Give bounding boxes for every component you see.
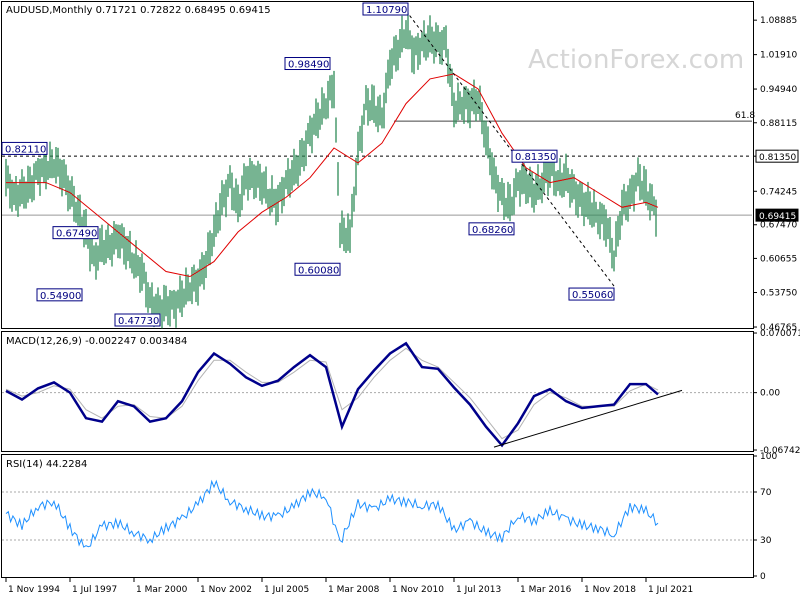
resistance-tag	[755, 149, 799, 163]
x-tick-label: 1 Mar 2000	[136, 585, 188, 595]
rsi-y-tick-label: 30	[760, 536, 772, 546]
annotation-box	[362, 2, 409, 16]
macd-signal-line	[5, 347, 659, 440]
annotation-box	[284, 57, 331, 71]
x-tick-label: 1 Nov 2010	[392, 585, 444, 595]
x-tick-label: 1 Mar 2008	[328, 585, 380, 595]
macd-trendline	[493, 389, 683, 448]
x-tick-label: 1 Jul 2013	[456, 585, 501, 595]
price-y-tick-label: 0.88115	[760, 119, 797, 129]
price-panel	[1, 1, 754, 329]
x-tick-label: 1 Nov 1994	[8, 585, 60, 595]
x-tick-label: 1 Jul 2021	[648, 585, 693, 595]
symbol-info: AUDUSD,Monthly 0.71721 0.72822 0.68495 0…	[6, 5, 271, 16]
current-price-tag	[755, 208, 799, 222]
annotation-box	[1, 141, 48, 155]
macd-y-ticks: 0.070071 0.00 -0.067423	[753, 329, 800, 456]
price-y-tick-label: 0.94940	[760, 85, 797, 95]
annotation-box	[52, 226, 99, 240]
x-tick-label: 1 Nov 2018	[584, 585, 636, 595]
fib-61-8-label: 61.8	[735, 111, 755, 121]
annotation-label: 0.54900	[40, 291, 81, 302]
price-y-tick-label: 0.60655	[760, 254, 797, 264]
macd-title: MACD(12,26,9) -0.002247 0.003484	[6, 336, 187, 347]
price-y-tick-label: 0.74245	[760, 187, 797, 197]
rsi-y-tick-label: 70	[760, 488, 772, 498]
annotation-label: 0.81350	[515, 152, 556, 163]
annotation-label: 0.82110	[5, 144, 46, 155]
annotation-box	[36, 288, 83, 302]
annotation-label: 0.60080	[298, 265, 339, 276]
price-y-tick-label: 1.01910	[760, 51, 797, 61]
macd-panel	[1, 331, 754, 452]
x-tick-label: 1 Jul 1997	[72, 585, 117, 595]
macd-y-tick-label: -0.067423	[760, 446, 800, 456]
rsi-panel	[1, 454, 754, 578]
price-y-tick-label: 0.67470	[760, 221, 797, 231]
moving-average-line	[6, 73, 659, 278]
macd-main-line	[5, 341, 659, 448]
watermark: ActionForex.com	[528, 45, 744, 75]
rsi-y-tick-label: 0	[760, 572, 766, 582]
current-price-tag-text: 0.69415	[759, 212, 796, 222]
x-tick-label: 1 Mar 2016	[520, 585, 572, 595]
annotation-label: 0.47730	[118, 316, 159, 327]
rsi-y-tick-label: 100	[760, 452, 777, 462]
annotation-box	[114, 313, 161, 327]
macd-y-tick-label: 0.00	[760, 389, 780, 399]
annotation-box	[511, 149, 558, 163]
annotation-box	[468, 222, 515, 236]
annotation-label: 0.67490	[56, 229, 97, 240]
annotation-label: 0.55060	[572, 290, 613, 301]
price-annotations: 1.10790 0.98490 0.82110 0.81350 0.68260 0.674…	[1, 2, 615, 327]
x-axis-ticks: 1 Nov 1994 1 Jul 1997 1 Mar 2000 1 Nov 2002…	[5, 577, 693, 595]
x-tick-label: 1 Nov 2002	[200, 585, 252, 595]
annotation-label: 1.10790	[366, 5, 407, 16]
rsi-title: RSI(14) 44.2284	[6, 459, 87, 470]
annotation-box	[568, 287, 615, 301]
macd-y-tick-label: 0.070071	[760, 329, 800, 339]
price-y-tick-label: 0.53750	[760, 289, 797, 299]
annotation-box	[294, 262, 341, 276]
rsi-y-ticks: 100 70 30 0	[753, 452, 777, 582]
annotation-label: 0.98490	[288, 60, 329, 71]
resistance-tag-text: 0.81350	[759, 153, 796, 163]
price-y-tick-label: 0.46765	[760, 323, 797, 333]
x-tick-label: 1 Jul 2005	[264, 585, 309, 595]
rsi-line	[5, 479, 659, 548]
price-y-tick-label: 1.08885	[760, 16, 797, 26]
annotation-label: 0.68260	[472, 225, 513, 236]
